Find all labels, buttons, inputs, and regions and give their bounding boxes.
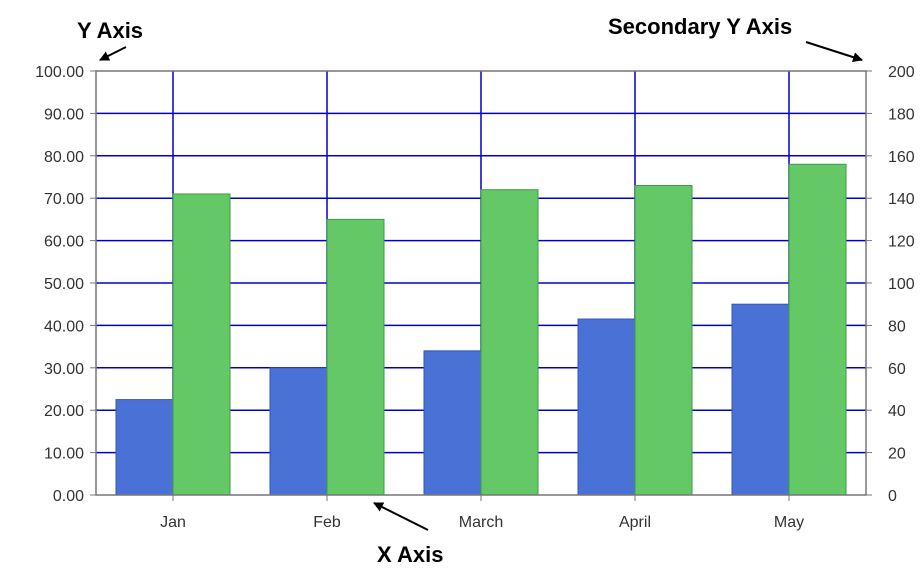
bar-primary — [115, 399, 174, 496]
bar-primary — [423, 350, 482, 496]
x-axis-callout: X Axis — [377, 542, 443, 567]
bar-secondary — [788, 163, 847, 496]
y-tick-label: 40.00 — [44, 318, 84, 335]
x-tick-label: Jan — [160, 514, 186, 531]
bars — [115, 163, 847, 496]
y-tick-label: 50.00 — [44, 276, 84, 293]
bar-secondary — [634, 184, 693, 496]
bar-primary — [731, 303, 790, 496]
x-tick-label: March — [459, 514, 503, 531]
y2-tick-label: 160 — [888, 149, 915, 166]
secondary-y-axis-callout: Secondary Y Axis — [608, 14, 792, 39]
y-tick-label: 70.00 — [44, 191, 84, 208]
callouts: Y Axis Secondary Y Axis X Axis — [77, 14, 863, 567]
y-tick-label: 100.00 — [35, 64, 84, 81]
x-tick-label: Feb — [313, 514, 341, 531]
plot-frame — [95, 70, 867, 496]
y2-tick-label: 80 — [888, 318, 906, 335]
x-tick-label: April — [619, 514, 651, 531]
y2-tick-label: 20 — [888, 446, 906, 463]
axes — [90, 70, 872, 501]
y-tick-label: 20.00 — [44, 403, 84, 420]
y2-tick-label: 60 — [888, 361, 906, 378]
y2-tick-label: 140 — [888, 191, 915, 208]
bar-primary — [577, 318, 636, 496]
y-tick-label: 30.00 — [44, 361, 84, 378]
y2-tick-label: 180 — [888, 106, 915, 123]
y-tick-label: 10.00 — [44, 446, 84, 463]
bar-secondary — [172, 193, 231, 496]
y2-tick-label: 100 — [888, 276, 915, 293]
y-tick-label: 60.00 — [44, 234, 84, 251]
y2-tick-label: 40 — [888, 403, 906, 420]
y-tick-label: 0.00 — [53, 488, 84, 505]
bar-primary — [269, 367, 328, 496]
y2-tick-label: 0 — [888, 488, 897, 505]
y-tick-label: 90.00 — [44, 106, 84, 123]
tick-labels: 0.00 10.00 20.00 30.00 40.00 50.00 60.00 70.00 8… — [35, 64, 915, 531]
y2-tick-label: 200 — [888, 64, 915, 81]
secondary-y-axis-callout-arrow — [805, 41, 863, 63]
y-tick-label: 80.00 — [44, 149, 84, 166]
y-axis-callout: Y Axis — [77, 18, 143, 43]
bar-secondary — [326, 218, 385, 496]
x-tick-label: May — [774, 514, 804, 531]
y2-tick-label: 120 — [888, 234, 915, 251]
x-axis-callout-arrow — [373, 502, 429, 531]
bar-secondary — [480, 189, 539, 496]
y-axis-callout-arrow — [99, 46, 127, 61]
